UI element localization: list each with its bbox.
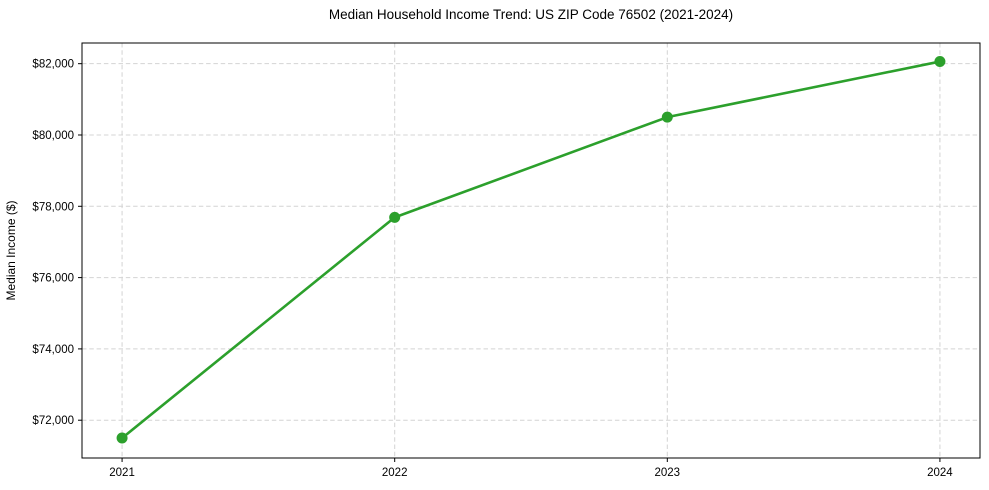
x-tick-label: 2021 bbox=[109, 467, 135, 479]
data-point bbox=[389, 211, 401, 223]
trend-line bbox=[120, 60, 942, 440]
y-axis-label: Median Income ($) bbox=[4, 200, 18, 300]
y-tick-label: $80,000 bbox=[32, 130, 74, 142]
axes-layer: $72,000 $74,000 $76,000 $78,000 $80,000 $82,0… bbox=[32, 42, 981, 479]
y-tick-label: $72,000 bbox=[32, 415, 74, 427]
x-tick-label: 2023 bbox=[655, 467, 681, 479]
y-tick-label: $78,000 bbox=[32, 201, 74, 213]
x-tick-label: 2024 bbox=[927, 467, 953, 479]
chart-title: Median Household Income Trend: US ZIP Co… bbox=[328, 7, 734, 22]
plot-border bbox=[81, 42, 981, 459]
y-tick-label: $76,000 bbox=[32, 273, 74, 285]
y-tick-label: $82,000 bbox=[32, 59, 74, 71]
data-point bbox=[661, 111, 673, 123]
series-layer bbox=[116, 56, 946, 444]
data-point bbox=[934, 56, 946, 68]
x-tick-label: 2022 bbox=[382, 467, 408, 479]
grid-layer bbox=[82, 43, 980, 458]
data-point bbox=[116, 432, 128, 444]
y-tick-label: $74,000 bbox=[32, 344, 74, 356]
